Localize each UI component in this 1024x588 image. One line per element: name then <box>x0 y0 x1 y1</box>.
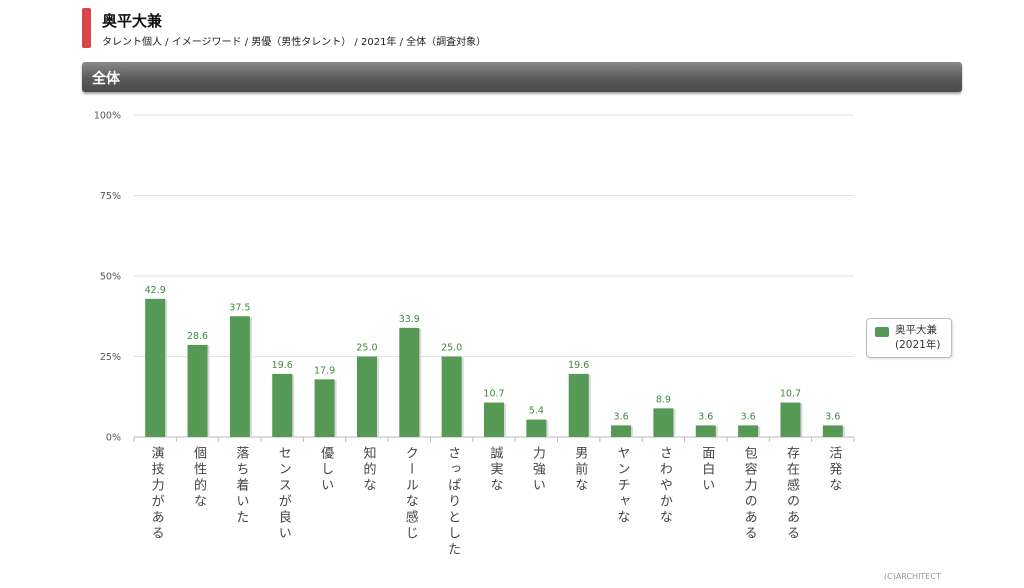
bar-value-label: 33.9 <box>399 314 420 325</box>
bar-value-label: 19.6 <box>272 360 293 371</box>
bar-value-label: 10.7 <box>780 389 801 400</box>
title-accent-bar <box>82 8 91 48</box>
bar <box>314 379 335 437</box>
bar <box>272 373 293 437</box>
bar-value-label: 37.5 <box>229 302 250 313</box>
bar-value-label: 28.6 <box>187 331 208 342</box>
bar <box>229 316 250 437</box>
y-tick-label: 0% <box>106 433 121 444</box>
bar <box>526 419 547 437</box>
section-header: 全体 <box>82 62 962 92</box>
bar <box>356 356 377 437</box>
x-category-label: 力強い <box>530 446 546 494</box>
bar <box>822 425 843 437</box>
x-category-label: センスが良い <box>276 446 292 542</box>
x-category-label: 包容力のある <box>742 446 758 542</box>
x-category-label: 落ち着いた <box>233 446 249 526</box>
bar-value-label: 3.6 <box>614 411 629 422</box>
bar-value-label: 25.0 <box>356 343 377 354</box>
legend-series-period: (2021年) <box>895 339 941 351</box>
x-category-label: さわやかな <box>657 446 673 526</box>
copyright: (C)ARCHITECT <box>884 572 941 581</box>
bar-value-label: 3.6 <box>698 411 713 422</box>
y-tick-label: 50% <box>100 272 121 283</box>
x-category-label: 個性的な <box>191 446 207 510</box>
bar <box>568 373 589 437</box>
y-tick-label: 100% <box>94 111 121 122</box>
bar <box>653 408 674 437</box>
x-category-label: 男前な <box>572 446 588 494</box>
bar-value-label: 10.7 <box>483 389 504 400</box>
x-category-label: 面白い <box>699 446 715 494</box>
bar-value-label: 8.9 <box>656 394 671 405</box>
bar-value-label: 19.6 <box>568 360 589 371</box>
bar-value-label: 3.6 <box>825 411 840 422</box>
bar <box>611 425 632 437</box>
x-category-label: クールな感じ <box>403 446 419 542</box>
bar-value-label: 25.0 <box>441 343 462 354</box>
legend: 奥平大兼 (2021年) <box>866 318 952 358</box>
bar-value-label: 42.9 <box>145 285 166 296</box>
y-tick-label: 25% <box>100 352 121 363</box>
bar-value-label: 3.6 <box>741 411 756 422</box>
bar <box>399 327 420 437</box>
bar <box>780 402 801 437</box>
bar <box>484 402 504 437</box>
bar <box>695 425 716 437</box>
page-title: 奥平大兼 <box>102 12 163 30</box>
bar <box>441 356 462 437</box>
legend-label: 奥平大兼 (2021年) <box>895 323 940 353</box>
bar-value-label: 17.9 <box>314 365 335 376</box>
bar-value-label: 5.4 <box>529 406 544 417</box>
bar <box>738 425 759 437</box>
legend-swatch <box>875 327 889 337</box>
bar <box>187 344 208 437</box>
x-category-label: 活発な <box>826 446 842 494</box>
x-category-label: ヤンチャな <box>615 446 631 526</box>
x-category-label: 誠実な <box>488 446 504 494</box>
x-category-label: さっぱりとした <box>445 446 460 558</box>
y-tick-label: 75% <box>100 191 121 202</box>
legend-series-name: 奥平大兼 <box>895 324 937 336</box>
x-category-label: 存在感のある <box>784 446 800 542</box>
x-category-label: 演技力がある <box>149 445 165 542</box>
x-category-label: 知的な <box>360 445 376 494</box>
bar <box>145 298 166 437</box>
section-label: 全体 <box>92 71 120 87</box>
page-subtitle: タレント個人 / イメージワード / 男優（男性タレント） / 2021年 / … <box>102 37 487 48</box>
x-category-label: 優しい <box>318 446 334 494</box>
